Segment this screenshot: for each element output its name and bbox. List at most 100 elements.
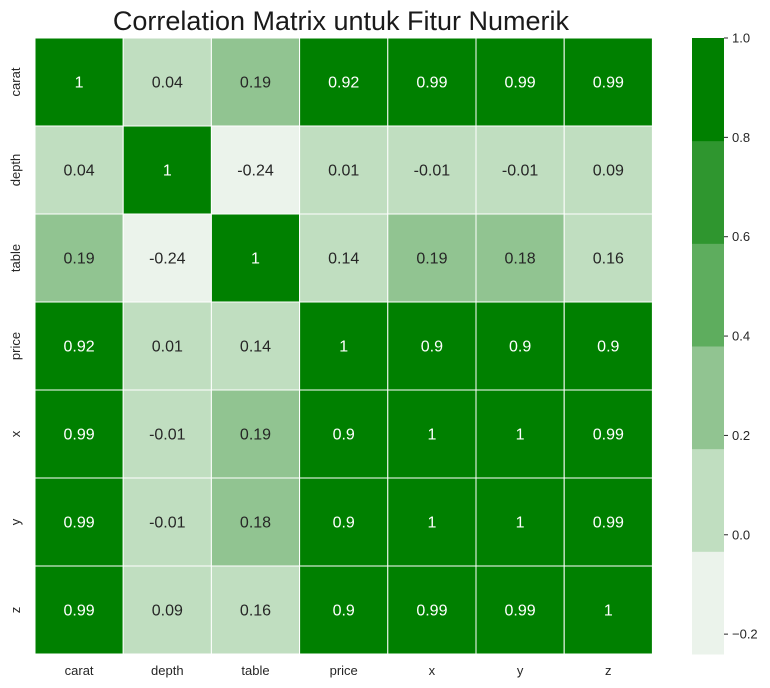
heatmap-cell (299, 213, 389, 303)
y-tick-label: y (8, 518, 23, 525)
heatmap-cell (387, 125, 477, 215)
heatmap-cell (299, 301, 389, 391)
heatmap-cell (210, 565, 301, 655)
heatmap-cell (475, 125, 565, 215)
heatmap-cell (475, 301, 565, 391)
cell-value-label: 0.99 (416, 75, 447, 92)
cell-value-label: -0.01 (414, 163, 451, 180)
heatmap-cell (34, 389, 124, 479)
x-tick-label: y (517, 663, 524, 678)
cell-value-label: 0.18 (240, 515, 271, 532)
y-tick-label: x (8, 430, 23, 437)
heatmap-cell (34, 213, 124, 303)
heatmap-cell (475, 565, 565, 655)
cell-value-label: 0.92 (328, 75, 359, 92)
cell-value-label: 1 (516, 515, 525, 532)
heatmap-cell (387, 477, 477, 567)
cell-value-label: 1 (427, 427, 436, 444)
y-tick-label: table (8, 244, 23, 272)
colorbar-segment (692, 140, 724, 244)
cell-value-label: 0.92 (64, 339, 95, 356)
colorbar-tick-label: 0.0 (732, 527, 750, 542)
cell-value-label: -0.01 (149, 515, 186, 532)
cell-value-label: 0.14 (240, 339, 271, 356)
cell-value-label: 0.99 (505, 75, 536, 92)
heatmap-cell (34, 565, 124, 655)
y-tick-label: price (8, 332, 23, 360)
chart-title: Correlation Matrix untuk Fitur Numerik (113, 6, 570, 36)
heatmap-cell (563, 213, 653, 303)
cell-value-label: 0.9 (333, 515, 355, 532)
heatmap-cell (210, 389, 301, 479)
heatmap-cell (299, 565, 389, 655)
heatmap-cell (34, 477, 124, 567)
colorbar-segment (692, 448, 724, 552)
cell-value-label: 0.01 (328, 163, 359, 180)
heatmap-cell (387, 213, 477, 303)
cell-value-label: 1 (427, 515, 436, 532)
heatmap-cell (299, 37, 389, 127)
cell-value-label: -0.01 (502, 163, 539, 180)
heatmap-cell (387, 37, 477, 127)
cell-value-label: 0.19 (240, 75, 271, 92)
cell-value-label: 0.04 (152, 75, 183, 92)
heatmap-cell (122, 213, 212, 303)
heatmap-cell (210, 125, 301, 215)
heatmap-cell (563, 477, 653, 567)
cell-value-label: 0.14 (328, 251, 359, 268)
cell-value-label: -0.24 (237, 163, 274, 180)
x-tick-label: z (605, 663, 612, 678)
cell-value-label: 0.99 (593, 75, 624, 92)
heatmap-cell (34, 301, 124, 391)
heatmap-cell (210, 213, 301, 303)
heatmap-cell (563, 125, 653, 215)
heatmap-cell (563, 389, 653, 479)
cell-value-label: 0.9 (597, 339, 619, 356)
heatmap-cell (122, 301, 212, 391)
cell-value-label: 0.19 (240, 427, 271, 444)
x-tick-label: table (241, 663, 269, 678)
x-tick-label: x (429, 663, 436, 678)
cell-value-label: 0.9 (333, 603, 355, 620)
heatmap-cell (34, 125, 124, 215)
cell-value-label: 0.9 (509, 339, 531, 356)
cell-value-label: 1 (75, 75, 84, 92)
colorbar-tick-label: 0.8 (732, 130, 750, 145)
colorbar-tick-label: 0.6 (732, 229, 750, 244)
cell-value-label: 0.09 (593, 163, 624, 180)
colorbar: 1.0 0.8 0.6 0.4 0.2 0.0 −0.2 (692, 31, 758, 655)
cell-value-label: 0.99 (593, 427, 624, 444)
x-tick-label: depth (151, 663, 184, 678)
colorbar-tick-label: −0.2 (732, 627, 758, 642)
y-tick-label: carat (8, 67, 23, 96)
cell-value-label: -0.24 (149, 251, 186, 268)
cell-value-label: 1 (339, 339, 348, 356)
heatmap-cell (122, 37, 212, 127)
heatmap-cell (122, 477, 212, 567)
cell-value-label: 0.19 (64, 251, 95, 268)
cell-value-label: 0.19 (416, 251, 447, 268)
cell-value-label: 0.99 (416, 603, 447, 620)
cell-value-label: 0.04 (64, 163, 95, 180)
colorbar-tick-label: 1.0 (732, 31, 750, 46)
colorbar-segment (692, 38, 724, 142)
heatmap-cells: 1 0.04 0.19 0.92 0.99 0.99 0.99 0.04 1 -0.24 0.01 -… (34, 37, 653, 655)
heatmap-cell (210, 477, 301, 567)
heatmap-cell (34, 37, 124, 127)
cell-value-label: 0.01 (152, 339, 183, 356)
cell-value-label: 1 (163, 163, 172, 180)
cell-value-label: 0.99 (593, 515, 624, 532)
colorbar-tick-label: 0.4 (732, 329, 750, 344)
colorbar-segment (692, 551, 724, 655)
cell-value-label: 0.99 (505, 603, 536, 620)
cell-value-label: 0.99 (64, 603, 95, 620)
heatmap-cell (475, 37, 565, 127)
heatmap-cell (387, 565, 477, 655)
cell-value-label: 0.09 (152, 603, 183, 620)
cell-value-label: 0.16 (240, 603, 271, 620)
cell-value-label: 0.9 (333, 427, 355, 444)
heatmap-cell (299, 477, 389, 567)
y-tick-label: depth (8, 154, 23, 187)
y-axis-tick-labels: carat depth table price x y z (8, 67, 23, 613)
